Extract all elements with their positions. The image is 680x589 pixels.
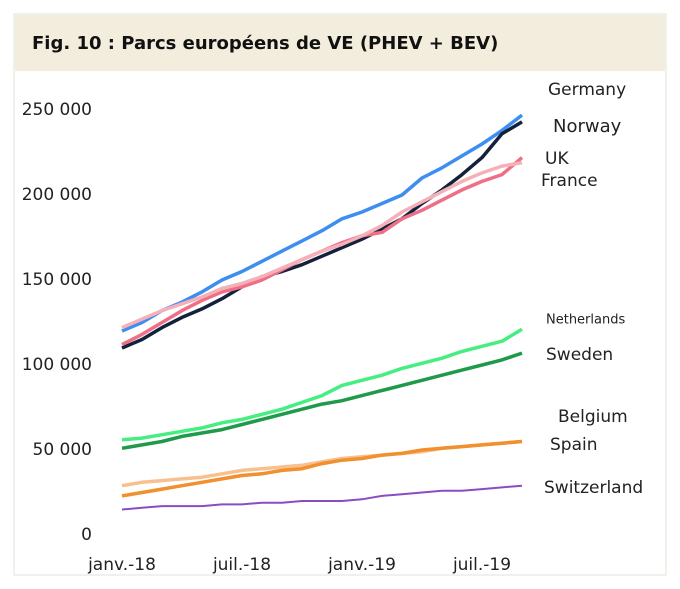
chart-title: Fig. 10 : Parcs européens de VE (PHEV + … xyxy=(32,33,498,54)
legend-label: Spain xyxy=(550,435,598,455)
series-line xyxy=(121,439,523,498)
frame xyxy=(13,13,667,576)
legend-label: Belgium xyxy=(558,407,628,427)
legend-label: Netherlands xyxy=(546,313,625,328)
legend-label: France xyxy=(541,171,598,191)
x-tick-label: juil.-18 xyxy=(212,555,271,575)
series-line xyxy=(121,351,523,451)
legend-label: Germany xyxy=(548,80,626,100)
y-tick-label: 100 000 xyxy=(22,355,92,375)
x-tick-label: juil.-19 xyxy=(452,555,511,575)
legend-label: Switzerland xyxy=(544,478,643,498)
title-band xyxy=(15,15,665,71)
series-line xyxy=(121,327,523,442)
legend-label: UK xyxy=(545,149,569,169)
y-tick-label: 50 000 xyxy=(33,440,92,460)
y-tick-label: 200 000 xyxy=(22,185,92,205)
y-tick-label: 250 000 xyxy=(22,100,92,120)
y-tick-label: 150 000 xyxy=(22,270,92,290)
legend-label: Norway xyxy=(553,116,622,137)
x-tick-label: janv.-18 xyxy=(87,555,156,575)
x-tick-label: janv.-19 xyxy=(327,555,396,575)
series-line xyxy=(121,113,524,333)
y-tick-label: 0 xyxy=(81,525,92,545)
series-line xyxy=(121,484,523,511)
series-line xyxy=(121,160,523,330)
series-line xyxy=(121,120,523,350)
legend-label: Sweden xyxy=(546,345,613,365)
